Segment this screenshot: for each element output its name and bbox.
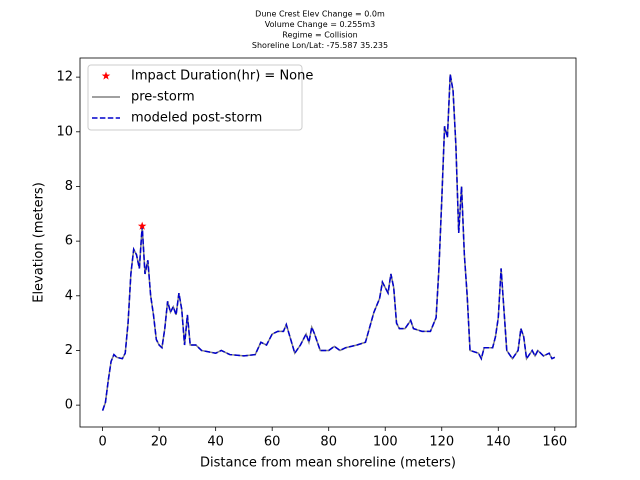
impact-marker [137, 221, 147, 230]
y-tick-label: 4 [65, 288, 73, 303]
chart-title: Dune Crest Elev Change = 0.0m [255, 10, 385, 19]
y-tick-label: 0 [65, 398, 73, 413]
y-axis-label: Elevation (meters) [32, 182, 47, 303]
legend-label: modeled post-storm [131, 111, 262, 126]
x-tick-label: 20 [151, 435, 168, 450]
x-tick-label: 140 [486, 435, 511, 450]
chart-title: Volume Change = 0.255m3 [265, 20, 376, 29]
legend-marker [101, 71, 111, 80]
x-tick-label: 160 [542, 435, 567, 450]
x-tick-label: 60 [264, 435, 281, 450]
profile-line [101, 74, 556, 411]
y-tick-label: 10 [56, 124, 73, 139]
legend-label: pre-storm [131, 90, 195, 105]
x-tick-label: 120 [429, 435, 454, 450]
x-tick-label: 80 [320, 435, 337, 450]
legend-label: Impact Duration(hr) = None [131, 69, 313, 84]
y-tick-label: 2 [65, 343, 73, 358]
legend-box [87, 64, 303, 131]
x-tick-label: 100 [373, 435, 398, 450]
y-tick-label: 6 [65, 234, 73, 249]
axes-frame [79, 57, 577, 428]
y-tick-label: 8 [65, 179, 73, 194]
x-tick-label: 0 [98, 435, 106, 450]
x-axis-label: Distance from mean shoreline (meters) [200, 456, 456, 471]
y-tick-label: 12 [56, 70, 73, 85]
chart-title: Shoreline Lon/Lat: -75.587 35.235 [252, 41, 388, 50]
x-tick-label: 40 [207, 435, 224, 450]
chart-title: Regime = Collision [282, 31, 357, 40]
